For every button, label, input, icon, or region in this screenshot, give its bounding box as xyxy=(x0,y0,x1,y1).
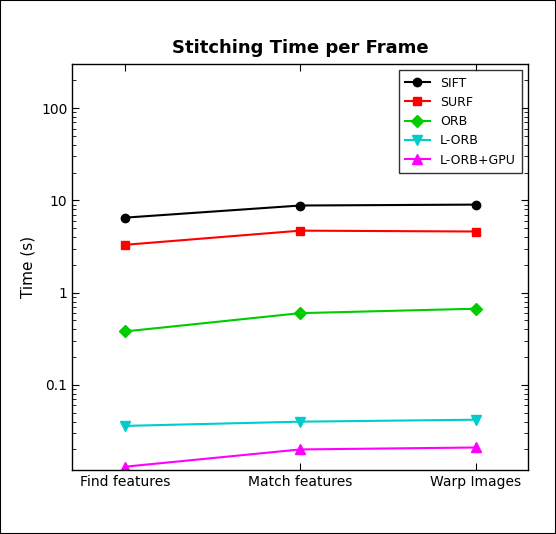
SURF xyxy=(122,241,128,248)
SURF xyxy=(297,227,304,234)
SIFT xyxy=(472,201,479,208)
Y-axis label: Time (s): Time (s) xyxy=(21,236,36,298)
SURF xyxy=(472,229,479,235)
L-ORB xyxy=(472,417,479,423)
ORB xyxy=(122,328,128,335)
SIFT xyxy=(297,202,304,209)
Title: Stitching Time per Frame: Stitching Time per Frame xyxy=(172,39,429,57)
L-ORB xyxy=(122,423,128,429)
SIFT xyxy=(122,215,128,221)
Line: L-ORB+GPU: L-ORB+GPU xyxy=(120,443,480,472)
Line: SIFT: SIFT xyxy=(121,200,480,222)
Line: L-ORB: L-ORB xyxy=(120,415,480,431)
L-ORB+GPU xyxy=(122,464,128,470)
ORB xyxy=(472,305,479,312)
Line: SURF: SURF xyxy=(121,226,480,249)
L-ORB+GPU xyxy=(297,446,304,453)
Line: ORB: ORB xyxy=(121,304,480,335)
L-ORB+GPU xyxy=(472,444,479,451)
L-ORB xyxy=(297,419,304,425)
Legend: SIFT, SURF, ORB, L-ORB, L-ORB+GPU: SIFT, SURF, ORB, L-ORB, L-ORB+GPU xyxy=(399,70,522,173)
ORB xyxy=(297,310,304,316)
